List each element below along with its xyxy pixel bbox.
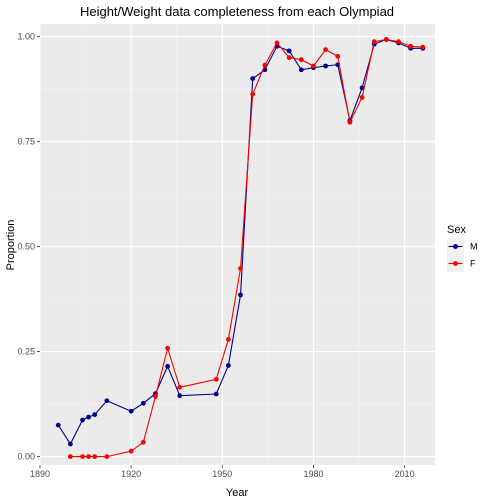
y-tick-label: 0.50 [17,242,35,252]
data-point-m [250,76,256,81]
x-tick-label: 2010 [395,469,415,479]
data-point-m [140,400,146,406]
data-point-f [396,39,401,45]
data-point-f [104,454,110,459]
data-point-f [128,448,134,454]
legend-label-f: F [470,259,476,269]
data-point-m [128,408,134,414]
x-axis: 1890 1920 1950 1980 2010 [30,465,415,479]
data-point-f [153,394,158,399]
series-line-f [70,38,423,458]
data-point-f [213,376,219,382]
y-tick-label: 0.00 [17,452,35,462]
data-point-f [420,44,426,50]
x-tick-label: 1980 [303,469,323,479]
data-point-f [274,40,280,46]
data-point-f [323,47,329,53]
data-point-m [80,417,85,423]
y-tick-label: 0.75 [17,137,35,147]
x-axis-title: Year [226,487,249,499]
data-point-m [286,48,292,54]
data-point-m [359,85,365,91]
x-tick-label: 1890 [30,469,50,479]
data-point-m [177,393,183,399]
series-f [67,37,426,459]
data-point-f [250,91,256,97]
data-point-f [86,454,92,459]
data-point-f [262,62,268,68]
data-point-f [298,57,304,63]
x-tick-label: 1920 [121,469,141,479]
y-tick-label: 1.00 [17,32,35,42]
data-point-f [347,119,353,125]
data-point-m [213,391,219,397]
y-axis: 0.00 0.25 0.50 0.75 1.00 [17,32,40,462]
chart-title: Height/Weight data completeness from eac… [80,4,394,19]
data-point-f [286,55,292,60]
y-axis-title: Proportion [5,220,17,271]
data-point-m [55,422,61,428]
data-point-f [371,39,377,45]
data-point-m [225,363,231,368]
data-point-f [177,384,183,390]
y-tick-label: 0.25 [17,347,35,357]
data-point-f [335,53,341,59]
plot-panel [40,24,435,465]
legend-key-point-m [453,244,458,249]
data-point-f [225,337,231,342]
legend: Sex MF [447,224,478,272]
legend-label-m: M [470,242,478,252]
data-point-f [80,454,85,459]
data-point-m [298,67,304,73]
data-point-f [140,439,146,445]
data-point-f [67,454,73,459]
data-point-m [238,292,243,298]
data-point-m [165,363,171,369]
data-point-m [104,398,110,404]
data-point-f [92,454,98,459]
x-tick-label: 1950 [212,469,232,479]
data-point-f [408,43,414,49]
data-point-m [67,441,73,447]
data-point-f [165,345,171,351]
data-point-m [92,412,98,417]
legend-title: Sex [447,224,466,236]
data-point-m [86,414,92,420]
data-point-f [359,95,365,100]
data-point-f [311,63,316,69]
legend-key-point-f [453,261,458,266]
data-point-m [323,63,329,69]
series-layer [55,37,426,459]
major-gridlines [39,24,435,465]
data-point-f [383,37,389,42]
data-point-f [238,266,243,271]
